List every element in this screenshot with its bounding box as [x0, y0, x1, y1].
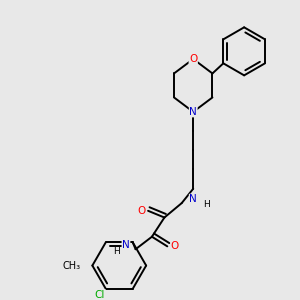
Text: N: N — [189, 194, 197, 204]
Text: O: O — [189, 54, 197, 64]
Text: O: O — [171, 241, 179, 251]
Text: Cl: Cl — [95, 290, 105, 300]
Text: N: N — [189, 107, 197, 117]
Text: N: N — [122, 240, 130, 250]
Text: H: H — [203, 200, 210, 208]
Text: H: H — [113, 247, 120, 256]
Text: CH₃: CH₃ — [63, 261, 81, 271]
Text: O: O — [137, 206, 146, 216]
